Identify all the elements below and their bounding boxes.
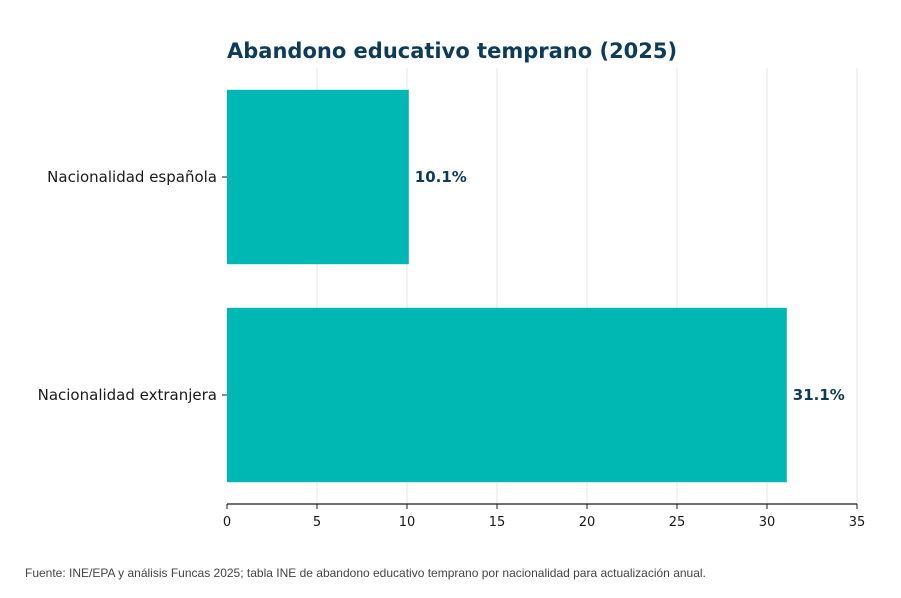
bars: 10.1% 31.1% [227,89,845,483]
x-tick-label: 35 [849,515,866,530]
category-label: Nacionalidad extranjera [38,386,217,404]
x-tick-label: 10 [399,515,416,530]
x-tick-label: 20 [579,515,596,530]
x-tick-label: 15 [489,515,506,530]
chart-title: Abandono educativo temprano (2025) [227,39,677,63]
category-label: Nacionalidad española [47,168,217,186]
x-tick-label: 30 [759,515,776,530]
axes: Nacionalidad española Nacionalidad extran… [38,168,866,530]
bar [227,307,787,483]
x-tick-label: 0 [223,515,231,530]
x-tick-label: 25 [669,515,686,530]
data-label: 10.1% [415,168,467,186]
data-label: 31.1% [793,386,845,404]
source-footnote: Fuente: INE/EPA y análisis Funcas 2025; … [25,566,706,580]
bar [227,89,409,265]
x-tick-label: 5 [313,515,321,530]
